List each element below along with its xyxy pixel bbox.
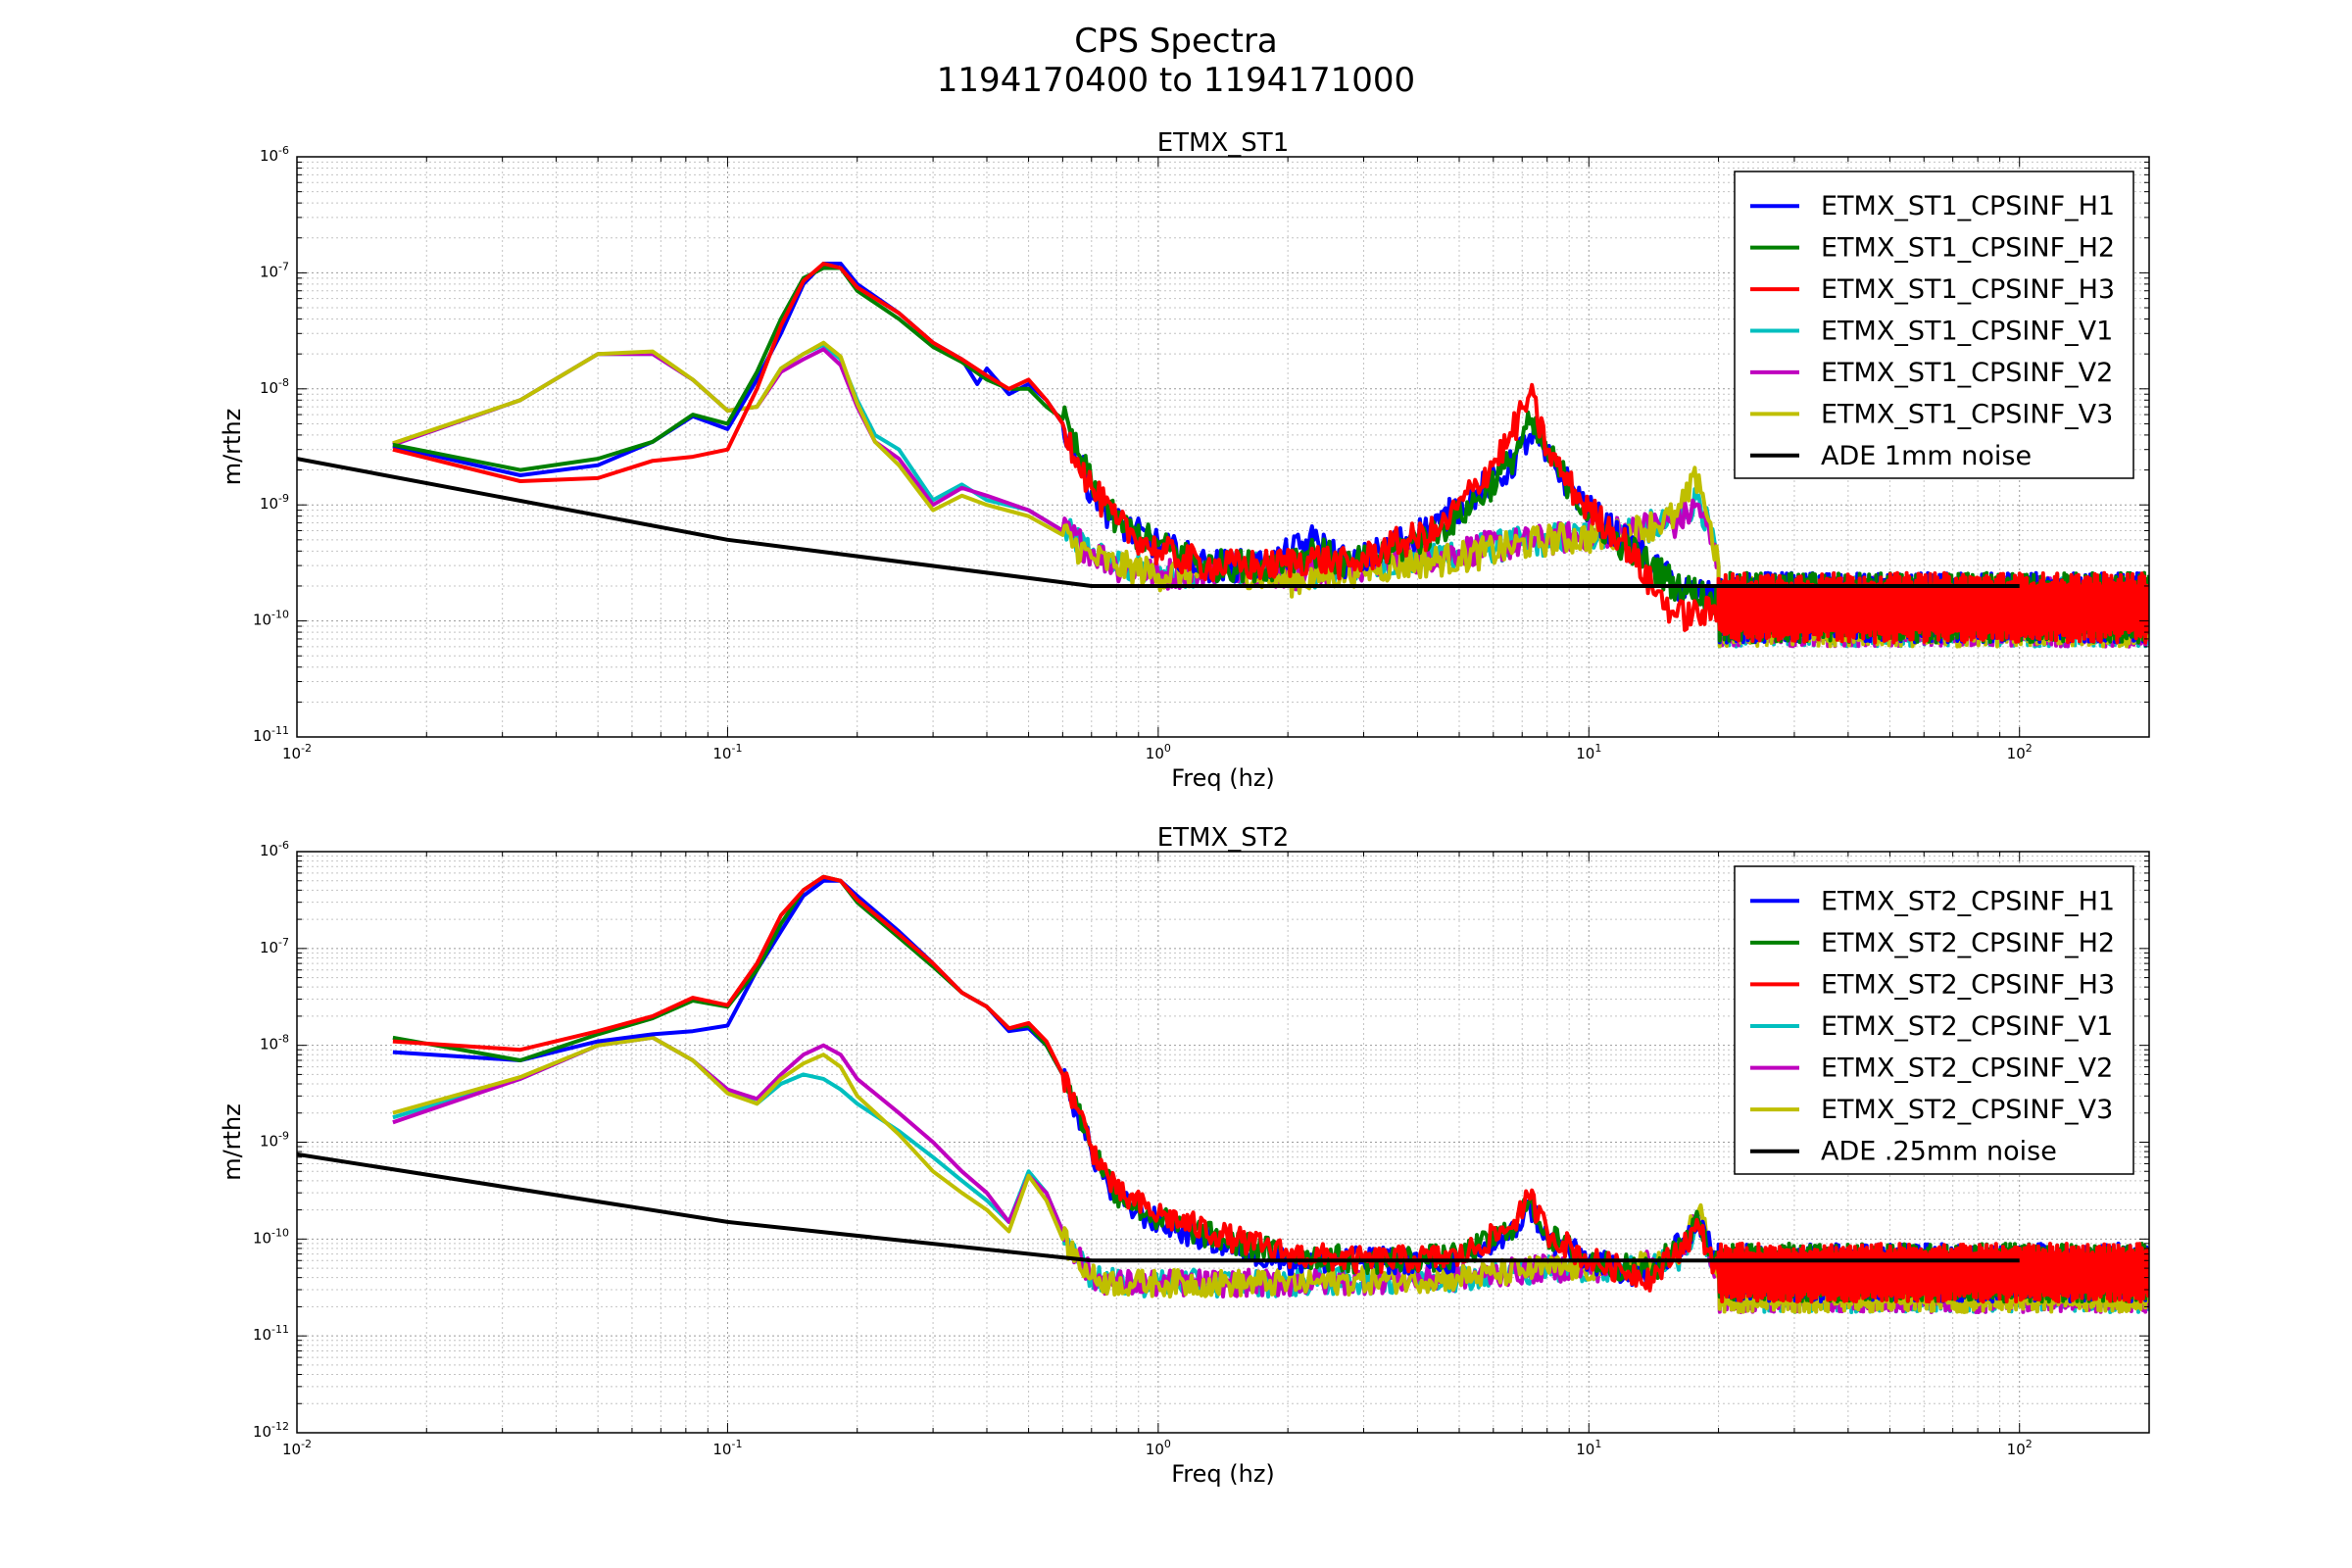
- ticks: [296, 851, 2150, 1434]
- legend-entry: ETMX_ST1_CPSINF_V2: [1821, 358, 2113, 388]
- x-tick-label: 100: [1146, 742, 1171, 762]
- series-line-noise: [297, 457, 2020, 588]
- x-tick-label: 101: [1576, 1438, 1601, 1458]
- legend: ETMX_ST1_CPSINF_H1 ETMX_ST1_CPSINF_H2 ETMX…: [1734, 171, 2134, 479]
- legend-entry: ETMX_ST1_CPSINF_V1: [1821, 317, 2113, 347]
- x-tick-label: 102: [2007, 742, 2033, 762]
- y-tick-label: 10-7: [260, 936, 289, 956]
- x-tick-label: 101: [1576, 742, 1601, 762]
- figure-title-line1: CPS Spectra: [1074, 22, 1278, 61]
- x-tick-label: 10-2: [282, 742, 312, 762]
- legend-entry: ADE 1mm noise: [1821, 441, 2032, 471]
- panel-title: ETMX_ST1: [1157, 128, 1289, 158]
- legend-entry: ETMX_ST1_CPSINF_H1: [1821, 191, 2115, 221]
- y-axis-label: m/rthz: [219, 409, 246, 486]
- legend-entry: ADE .25mm noise: [1821, 1137, 2057, 1167]
- figure-title-line2: 1194170400 to 1194171000: [936, 61, 1416, 100]
- legend-entry: ETMX_ST2_CPSINF_V1: [1821, 1011, 2113, 1042]
- ticks: [296, 156, 2150, 738]
- y-tick-label: 10-8: [260, 376, 289, 397]
- legend-entry: ETMX_ST2_CPSINF_H2: [1821, 928, 2115, 958]
- y-tick-label: 10-9: [260, 1130, 289, 1151]
- axes-frame: [296, 156, 2150, 738]
- figure-title: CPS Spectra 1194170400 to 1194171000: [0, 22, 2352, 100]
- y-tick-label: 10-11: [253, 1323, 289, 1344]
- x-axis-label: Freq (hz): [1171, 764, 1275, 792]
- y-tick-label: 10-10: [253, 609, 289, 629]
- y-axis-label: m/rthz: [219, 1103, 246, 1181]
- series-group: [297, 262, 2149, 649]
- y-tick-label: 10-7: [260, 260, 289, 280]
- y-tick-label: 10-12: [253, 1420, 289, 1441]
- chart-panel-2: 10-2 10-1 100 101 102 10-12 10-11 10-10 10-9 10-8…: [219, 823, 2150, 1488]
- legend: ETMX_ST2_CPSINF_H1 ETMX_ST2_CPSINF_H2 ETMX…: [1734, 865, 2134, 1175]
- legend-entry: ETMX_ST2_CPSINF_H1: [1821, 886, 2115, 916]
- y-tick-label: 10-10: [253, 1226, 289, 1247]
- legend-entry: ETMX_ST2_CPSINF_V2: [1821, 1054, 2113, 1084]
- y-tick-label: 10-8: [260, 1033, 289, 1054]
- legend-entry: ETMX_ST2_CPSINF_V3: [1821, 1095, 2113, 1125]
- series-line-noise: [297, 1152, 2020, 1263]
- x-tick-label: 10-1: [712, 1438, 742, 1458]
- x-tick-label: 100: [1146, 1438, 1171, 1458]
- y-tick-label: 10-9: [260, 492, 289, 513]
- legend-entry: ETMX_ST1_CPSINF_H3: [1821, 274, 2115, 305]
- legend-entry: ETMX_ST2_CPSINF_H3: [1821, 969, 2115, 1000]
- legend-box: [1734, 865, 2134, 1175]
- x-tick-label: 10-1: [712, 742, 742, 762]
- legend-box: [1734, 171, 2134, 479]
- chart-panel-1: 10-2 10-1 100 101 102 10-11 10-10 10-9 10-8 10-7 1…: [219, 128, 2150, 792]
- legend-entry: ETMX_ST1_CPSINF_V3: [1821, 399, 2113, 429]
- series-group: [297, 874, 2149, 1314]
- y-tick-label: 10-6: [260, 144, 289, 165]
- x-axis-label: Freq (hz): [1171, 1460, 1275, 1488]
- y-tick-label: 10-11: [253, 724, 289, 745]
- x-tick-label: 10-2: [282, 1438, 312, 1458]
- x-tick-label: 102: [2007, 1438, 2033, 1458]
- series-line-h3: [392, 262, 2149, 645]
- legend-entry: ETMX_ST1_CPSINF_H2: [1821, 233, 2115, 264]
- y-tick-label: 10-6: [260, 839, 289, 859]
- panel-title: ETMX_ST2: [1157, 823, 1289, 853]
